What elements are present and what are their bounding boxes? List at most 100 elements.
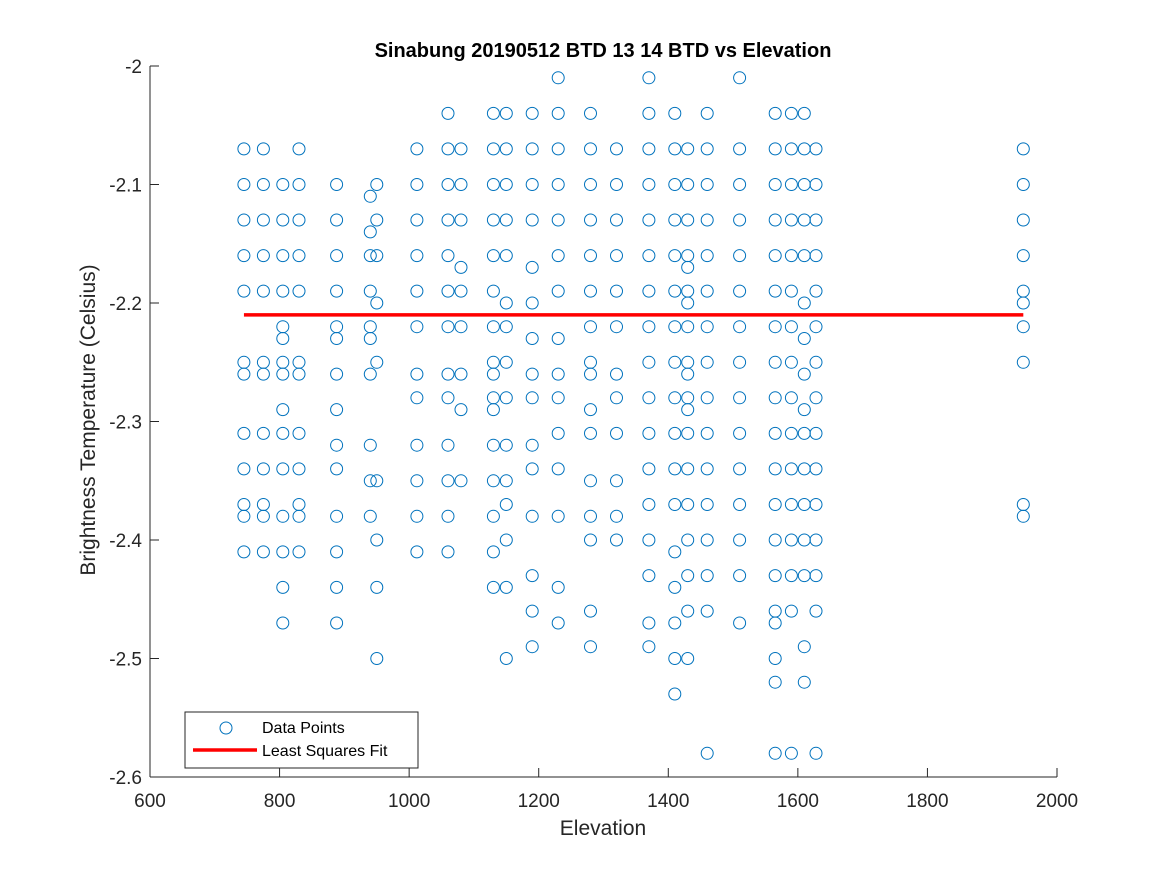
data-point — [454, 142, 468, 156]
data-point — [256, 426, 270, 440]
data-point — [363, 189, 377, 203]
data-point — [256, 284, 270, 298]
data-point — [1016, 509, 1030, 523]
data-point — [768, 426, 782, 440]
data-point — [454, 320, 468, 334]
y-tick-label: -2 — [125, 57, 142, 78]
data-point — [784, 320, 798, 334]
data-point — [797, 296, 811, 310]
data-point — [256, 509, 270, 523]
data-point — [768, 355, 782, 369]
data-point — [237, 426, 251, 440]
data-point — [525, 367, 539, 381]
data-point — [525, 106, 539, 120]
data-point — [584, 106, 597, 120]
data-point — [809, 213, 823, 227]
data-point — [410, 178, 424, 191]
data-point — [551, 142, 565, 156]
data-point — [700, 569, 714, 583]
data-point — [410, 438, 424, 452]
data-point — [668, 178, 682, 191]
data-point — [610, 320, 623, 334]
data-point — [784, 498, 798, 511]
data-point — [642, 426, 656, 440]
data-point — [256, 213, 270, 227]
data-point — [276, 284, 290, 298]
data-point — [610, 533, 623, 547]
data-point — [363, 438, 377, 452]
x-tick-label: 1400 — [647, 791, 689, 812]
data-point — [292, 509, 306, 523]
data-point — [499, 533, 513, 547]
data-point — [292, 462, 306, 476]
data-point — [668, 426, 682, 440]
data-point — [668, 652, 682, 665]
data-point — [1016, 249, 1030, 263]
data-point — [797, 332, 811, 345]
data-point — [733, 498, 747, 511]
data-point — [809, 498, 823, 511]
data-point — [551, 616, 565, 630]
data-point — [809, 462, 823, 476]
data-point — [410, 367, 424, 381]
data-point — [551, 391, 565, 405]
data-point — [486, 213, 500, 227]
data-point — [700, 391, 714, 405]
x-tick-label: 1000 — [388, 791, 430, 812]
data-point — [642, 142, 656, 156]
data-point — [681, 367, 695, 381]
data-point — [410, 284, 424, 298]
data-point — [276, 178, 290, 191]
data-point — [486, 474, 500, 488]
data-point — [525, 332, 539, 345]
data-point — [276, 332, 290, 345]
data-point — [499, 320, 513, 334]
chart-title: Sinabung 20190512 BTD 13 14 BTD vs Eleva… — [375, 40, 832, 62]
data-point — [410, 213, 424, 227]
axes-box — [150, 66, 1057, 777]
data-point — [768, 569, 782, 583]
data-point — [363, 332, 377, 345]
data-point — [525, 296, 539, 310]
data-point — [499, 106, 513, 120]
data-point — [610, 367, 623, 381]
data-point — [797, 640, 811, 654]
data-point — [276, 367, 290, 381]
data-point — [486, 403, 500, 417]
data-point — [441, 391, 455, 405]
data-point — [441, 474, 455, 488]
data-point — [642, 213, 656, 227]
data-point — [256, 545, 270, 559]
data-point — [551, 426, 565, 440]
data-point — [499, 178, 513, 191]
data-point — [610, 284, 623, 298]
data-point — [276, 509, 290, 523]
data-point — [441, 178, 455, 191]
data-point — [768, 652, 782, 665]
data-point — [330, 213, 344, 227]
data-point — [642, 616, 656, 630]
data-point — [768, 533, 782, 547]
data-point — [330, 462, 344, 476]
data-point — [584, 178, 597, 191]
data-point — [486, 106, 500, 120]
data-point — [441, 106, 455, 120]
data-point — [551, 462, 565, 476]
data-point — [768, 746, 782, 760]
data-point — [276, 249, 290, 263]
data-point — [454, 178, 468, 191]
data-point — [292, 284, 306, 298]
data-point — [1016, 213, 1030, 227]
data-point — [454, 367, 468, 381]
data-point — [700, 249, 714, 263]
data-point — [441, 509, 455, 523]
data-point — [642, 498, 656, 511]
data-point — [809, 533, 823, 547]
data-point — [370, 213, 384, 227]
data-point — [668, 142, 682, 156]
data-point — [237, 213, 251, 227]
data-point — [584, 474, 597, 488]
data-point — [486, 320, 500, 334]
x-axis-title: Elevation — [560, 817, 646, 840]
data-point — [681, 142, 695, 156]
